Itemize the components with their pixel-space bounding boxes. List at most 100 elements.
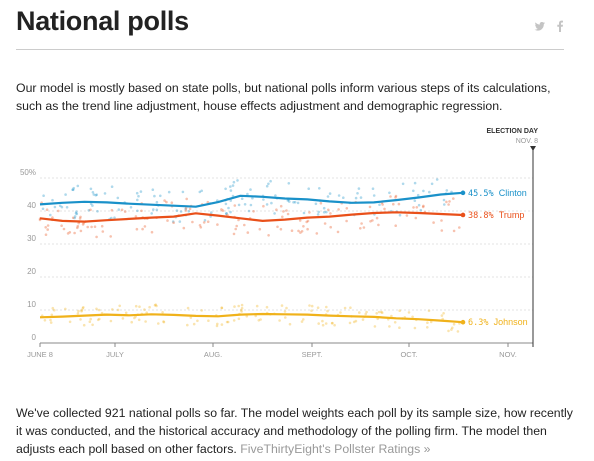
poll-dot xyxy=(331,321,334,325)
poll-dot xyxy=(427,309,431,313)
poll-dot xyxy=(68,231,72,234)
poll-dot xyxy=(73,215,77,218)
poll-dot xyxy=(155,304,158,308)
poll-dot xyxy=(78,217,82,220)
poll-dot xyxy=(279,227,283,231)
poll-dot xyxy=(157,322,160,325)
poll-dot xyxy=(326,195,330,198)
poll-dot xyxy=(394,194,398,198)
poll-dot xyxy=(82,306,85,309)
poll-dot xyxy=(50,313,54,317)
poll-dot xyxy=(318,187,321,190)
poll-dot xyxy=(103,192,107,195)
poll-dot xyxy=(306,219,310,223)
poll-dot xyxy=(452,197,455,200)
poll-dot xyxy=(432,221,435,224)
poll-dot xyxy=(429,320,433,324)
poll-dot xyxy=(325,210,328,214)
poll-dot xyxy=(188,207,192,211)
poll-dot xyxy=(308,304,311,307)
poll-dot xyxy=(279,204,283,208)
poll-dot xyxy=(80,308,84,312)
poll-dot xyxy=(321,319,324,323)
end-point-trump xyxy=(460,212,466,218)
poll-dot xyxy=(171,220,175,223)
poll-dot xyxy=(224,212,228,216)
y-tick-label: 50% xyxy=(20,168,36,177)
poll-dot xyxy=(216,223,219,226)
poll-dot xyxy=(375,216,379,220)
end-point-johnson xyxy=(460,319,466,325)
poll-dot xyxy=(81,307,85,310)
poll-dot xyxy=(200,189,203,193)
poll-dot xyxy=(274,194,277,197)
poll-dot xyxy=(134,215,138,218)
poll-dot xyxy=(49,318,52,322)
poll-dot xyxy=(421,205,425,209)
poll-dot xyxy=(42,194,45,197)
poll-dot xyxy=(76,312,80,315)
poll-dot xyxy=(186,306,190,310)
poll-dot xyxy=(220,306,223,309)
poll-dot xyxy=(316,306,320,309)
poll-dot xyxy=(285,306,288,310)
poll-dot xyxy=(329,225,333,229)
poll-dot xyxy=(398,326,401,329)
poll-dot xyxy=(111,308,114,311)
poll-dot xyxy=(252,210,255,213)
poll-dot xyxy=(49,213,52,217)
poll-dot xyxy=(443,203,446,206)
poll-dot xyxy=(249,188,252,191)
poll-dot xyxy=(151,188,155,191)
poll-dot xyxy=(310,304,314,308)
poll-dot xyxy=(258,227,262,231)
footer-text: We've collected 921 national polls so fa… xyxy=(16,406,573,456)
poll-dot xyxy=(220,306,224,310)
pollster-ratings-link[interactable]: FiveThirtyEight's Pollster Ratings » xyxy=(240,442,431,456)
poll-dot xyxy=(73,216,76,220)
poll-dot xyxy=(286,212,290,216)
x-tick-label: OCT. xyxy=(400,350,417,359)
poll-dot xyxy=(220,323,224,326)
poll-dot xyxy=(187,210,191,213)
poll-dot xyxy=(129,206,133,209)
poll-dot xyxy=(225,212,228,215)
poll-dot xyxy=(75,210,78,213)
facebook-icon[interactable] xyxy=(554,20,566,32)
poll-dot xyxy=(96,210,99,213)
poll-dot xyxy=(265,305,269,309)
poll-dot xyxy=(44,226,47,229)
poll-dot xyxy=(89,187,93,191)
poll-dot xyxy=(281,215,284,219)
poll-dot xyxy=(290,229,294,232)
poll-dot xyxy=(448,200,451,203)
poll-dot xyxy=(231,184,235,187)
poll-dot xyxy=(76,224,80,228)
poll-dot xyxy=(166,219,169,222)
poll-dot xyxy=(419,208,423,212)
poll-dot xyxy=(278,319,281,322)
poll-dot xyxy=(165,200,168,204)
poll-dot xyxy=(426,321,429,324)
poll-dot xyxy=(120,208,124,212)
poll-dot xyxy=(378,203,381,206)
poll-dot xyxy=(175,209,179,212)
poll-dot xyxy=(339,311,342,314)
poll-dot xyxy=(393,321,397,324)
poll-dot xyxy=(380,310,383,314)
poll-dot xyxy=(330,322,334,325)
poll-dot xyxy=(288,200,291,203)
poll-dot xyxy=(46,228,49,231)
poll-dot xyxy=(184,209,188,212)
poll-dot xyxy=(232,180,236,184)
poll-dot xyxy=(155,208,159,212)
twitter-icon[interactable] xyxy=(534,20,546,32)
poll-dot xyxy=(356,192,359,195)
trend-line-johnson xyxy=(39,312,464,324)
poll-dot xyxy=(359,227,362,230)
poll-dot xyxy=(333,323,336,327)
poll-dot xyxy=(243,203,247,206)
poll-dot xyxy=(239,308,243,312)
poll-dot xyxy=(150,230,154,234)
poll-dot xyxy=(342,196,345,199)
